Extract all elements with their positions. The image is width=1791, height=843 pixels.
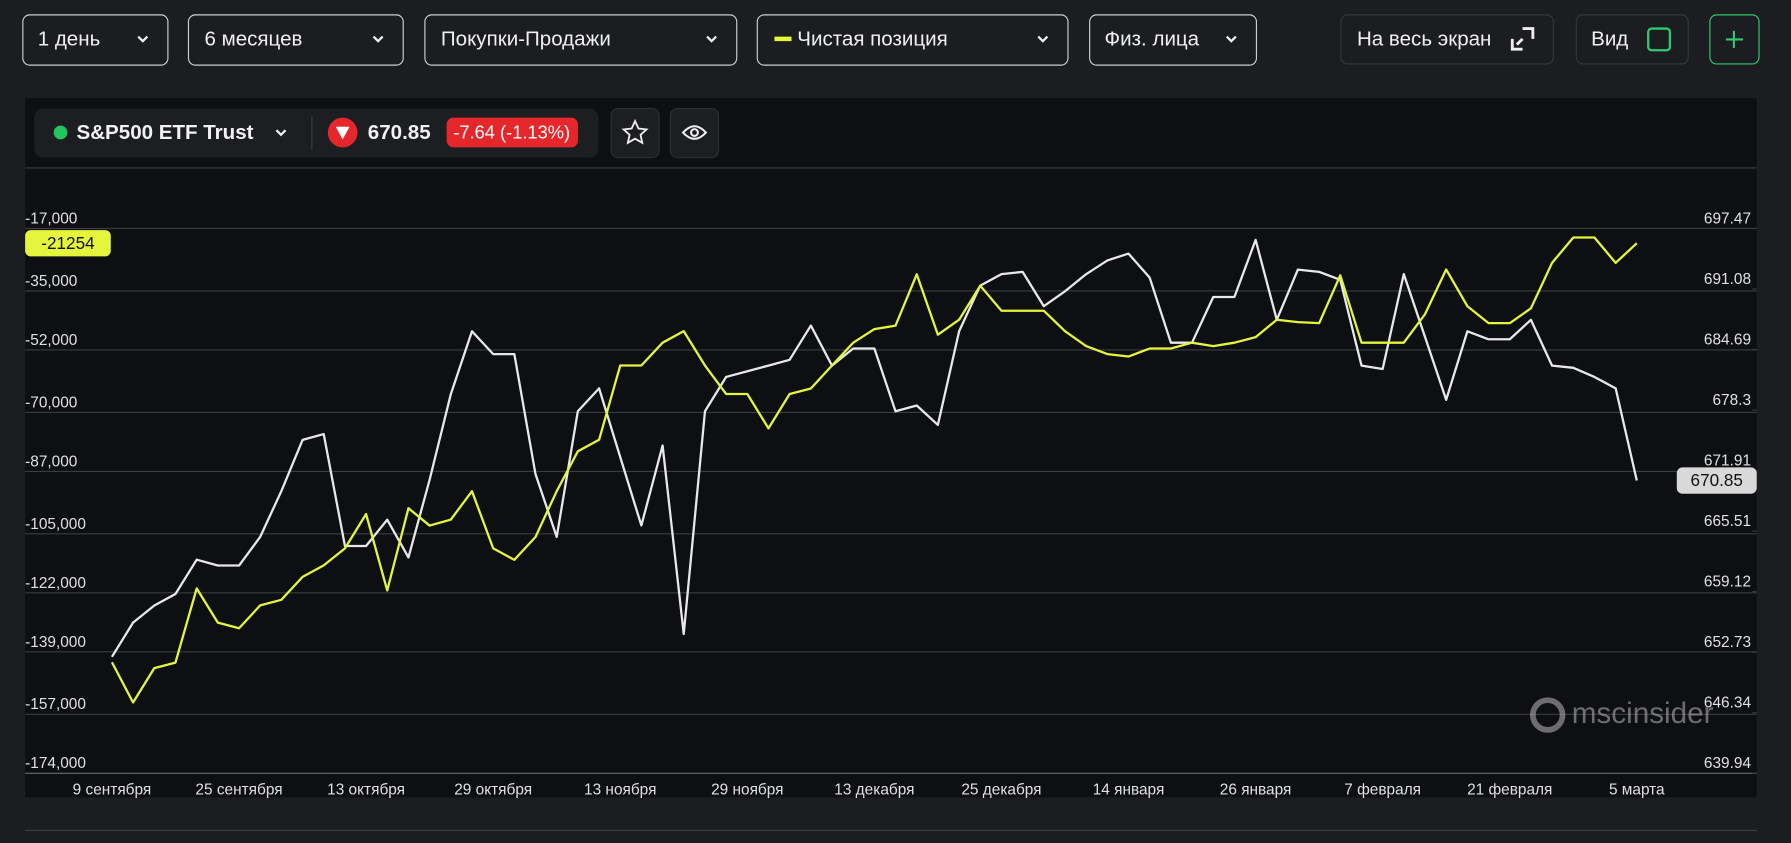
y-tick-label: -17,000: [25, 210, 77, 227]
y2-tick-label: 678.3: [1712, 392, 1751, 409]
chevron: [706, 35, 717, 43]
dropdown[interactable]: [22, 14, 169, 66]
chevron: [275, 129, 287, 137]
price: 670.85: [368, 121, 431, 144]
eye-pupil: [690, 128, 699, 137]
y-tick-label: -174,000: [25, 755, 86, 772]
y-tick-label: -122,000: [25, 575, 86, 592]
x-tick-label: 7 февраля: [1344, 782, 1421, 799]
plus-icon: [1725, 30, 1744, 48]
plot: -17,000 -35,000 -52,000 -70,000 -87,000 -105,…: [25, 210, 1757, 799]
x-tick-label: 25 декабря: [961, 782, 1041, 799]
x-tick-label: 13 декабря: [834, 782, 914, 799]
y2-tick-label: 684.69: [1704, 331, 1751, 348]
series-line: [110, 236, 1638, 704]
eye-icon: [681, 125, 708, 140]
x-tick-label: 9 сентября: [73, 782, 152, 799]
view-button[interactable]: [1575, 14, 1689, 65]
star-icon: [621, 118, 649, 145]
watermark-text: mscinsider: [1572, 697, 1714, 730]
chart-panel: [25, 98, 1757, 798]
y2-tick-label: 659.12: [1704, 574, 1751, 591]
x-tick-label: 26 января: [1220, 782, 1292, 799]
y2-tick-label: 639.94: [1704, 755, 1752, 772]
button-label: Вид: [1591, 27, 1628, 50]
dropdown[interactable]: [424, 14, 738, 66]
visibility-button[interactable]: [669, 107, 720, 159]
toolbar: 1 день 6 месяцев Покупки-Продажи Чистая …: [22, 14, 1760, 66]
y-tick-label: -105,000: [25, 516, 86, 533]
dropdown-label: Покупки-Продажи: [441, 27, 611, 50]
dropdown-label: Физ. лица: [1105, 27, 1200, 50]
chevron: [1225, 35, 1237, 43]
series-line: [110, 238, 1638, 658]
y-tick-label: -139,000: [25, 634, 86, 651]
y2-tick-label: 691.08: [1704, 271, 1751, 288]
y-tick-label: -35,000: [25, 273, 77, 290]
dropdown-label: 6 месяцев: [204, 27, 302, 50]
fullscreen-button[interactable]: [1340, 14, 1554, 65]
y2-tick-label: 697.47: [1704, 210, 1751, 227]
change-badge: [446, 117, 578, 148]
change-text: -7.64 (-1.13%): [453, 121, 570, 142]
x-tick-label: 29 ноября: [711, 782, 783, 799]
last-value-badge: [25, 230, 111, 257]
dropdown-label: Чистая позиция: [797, 27, 947, 50]
view-icon: [1647, 27, 1672, 52]
y-tick-label: -70,000: [25, 394, 77, 411]
watermark: mscinsider: [1530, 697, 1714, 733]
last-value-label: -21254: [41, 233, 95, 253]
y-tick-label: -52,000: [25, 332, 77, 349]
x-tick-label: 29 октября: [454, 782, 532, 799]
chevron: [1037, 35, 1049, 43]
dropdown-label: 1 день: [38, 27, 101, 50]
dropdown[interactable]: [187, 14, 404, 66]
y2-tick-label: 671.91: [1704, 452, 1751, 469]
chevron: [372, 35, 384, 43]
y2-tick-label: 665.51: [1704, 513, 1751, 530]
x-tick-label: 25 сентября: [195, 782, 282, 799]
last-value-badge: [1676, 467, 1757, 494]
chevron: [137, 35, 149, 43]
dropdown[interactable]: [756, 14, 1069, 66]
y2-tick-label: 652.73: [1704, 634, 1751, 651]
y2-tick-label: 646.34: [1704, 695, 1752, 712]
watermark-icon: [1530, 697, 1566, 733]
x-tick-label: 13 ноября: [584, 782, 656, 799]
x-tick-label: 14 января: [1093, 782, 1165, 799]
down-arrow: [335, 126, 350, 140]
favorite-button[interactable]: [610, 107, 660, 159]
x-tick-label: 21 февраля: [1467, 782, 1552, 799]
x-tick-label: 13 октября: [327, 782, 405, 799]
button-label: На весь экран: [1357, 27, 1491, 50]
y-tick-label: -157,000: [25, 696, 86, 713]
x-tick-label: 5 марта: [1609, 782, 1665, 799]
status-dot: [53, 125, 68, 140]
y-tick-label: -87,000: [25, 453, 77, 470]
last-value-label: 670.85: [1691, 470, 1743, 490]
fullscreen-icon: [1510, 27, 1535, 51]
dropdown[interactable]: [1089, 14, 1258, 66]
instrument-name[interactable]: S&P500 ETF Trust: [77, 121, 254, 144]
